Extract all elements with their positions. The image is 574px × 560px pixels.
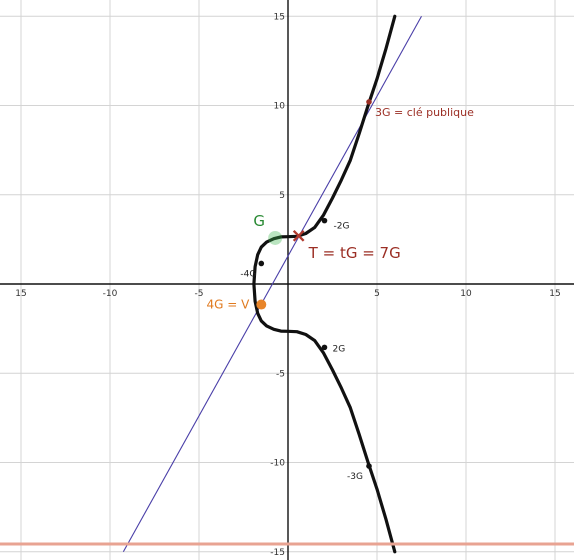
point-marker	[366, 463, 372, 469]
y-tick-label: -15	[270, 548, 285, 558]
point-T: T = tG = 7G	[292, 229, 401, 262]
point-neg2G: -2G	[321, 217, 349, 232]
point-marker	[268, 230, 283, 245]
point-marker	[366, 99, 372, 105]
point-marker	[321, 217, 328, 224]
point-label: 2G	[332, 344, 345, 354]
y-tick-label: 10	[274, 102, 286, 112]
point-3G: 3G = clé publique	[366, 99, 474, 119]
point-marker	[256, 299, 267, 310]
y-tick-label: -10	[270, 459, 285, 469]
secant-line	[122, 15, 422, 553]
point-label: G	[253, 212, 265, 230]
y-tick-label: 5	[279, 191, 285, 201]
secant-line-path	[122, 15, 422, 553]
point-neg4G: -4G	[240, 260, 265, 279]
point-2G: 2G	[321, 344, 345, 354]
x-tick-label: -5	[195, 289, 204, 299]
x-tick-label: 5	[374, 289, 380, 299]
elliptic-curve	[252, 14, 397, 554]
point-G: G	[253, 212, 283, 245]
point-marker	[321, 344, 328, 351]
point-label: 3G = clé publique	[375, 106, 474, 119]
y-tick-labels: 15 10 5 -5 -10 -15	[270, 12, 285, 558]
point-neg3G: -3G	[347, 463, 372, 482]
point-label: -4G	[240, 269, 256, 279]
x-tick-label: 15	[549, 289, 560, 299]
point-4G: 4G = V	[206, 298, 267, 312]
curve-points: G T = tG = 7G -2G 3G = clé publique -4G 4G = …	[206, 99, 474, 482]
point-label: 4G = V	[206, 298, 250, 312]
y-tick-label: -5	[276, 369, 285, 379]
point-label: -3G	[347, 472, 363, 482]
point-marker-cross	[292, 229, 305, 242]
x-tick-label: 10	[460, 289, 472, 299]
y-tick-label: 15	[274, 12, 285, 22]
x-tick-labels: 15 -10 -5 5 10 15	[15, 289, 560, 299]
point-marker	[258, 260, 265, 267]
x-tick-label: 15	[15, 289, 26, 299]
elliptic-curve-path	[252, 14, 397, 554]
point-label: T = tG = 7G	[308, 244, 401, 262]
x-tick-label: -10	[103, 289, 118, 299]
point-label: -2G	[333, 222, 349, 232]
